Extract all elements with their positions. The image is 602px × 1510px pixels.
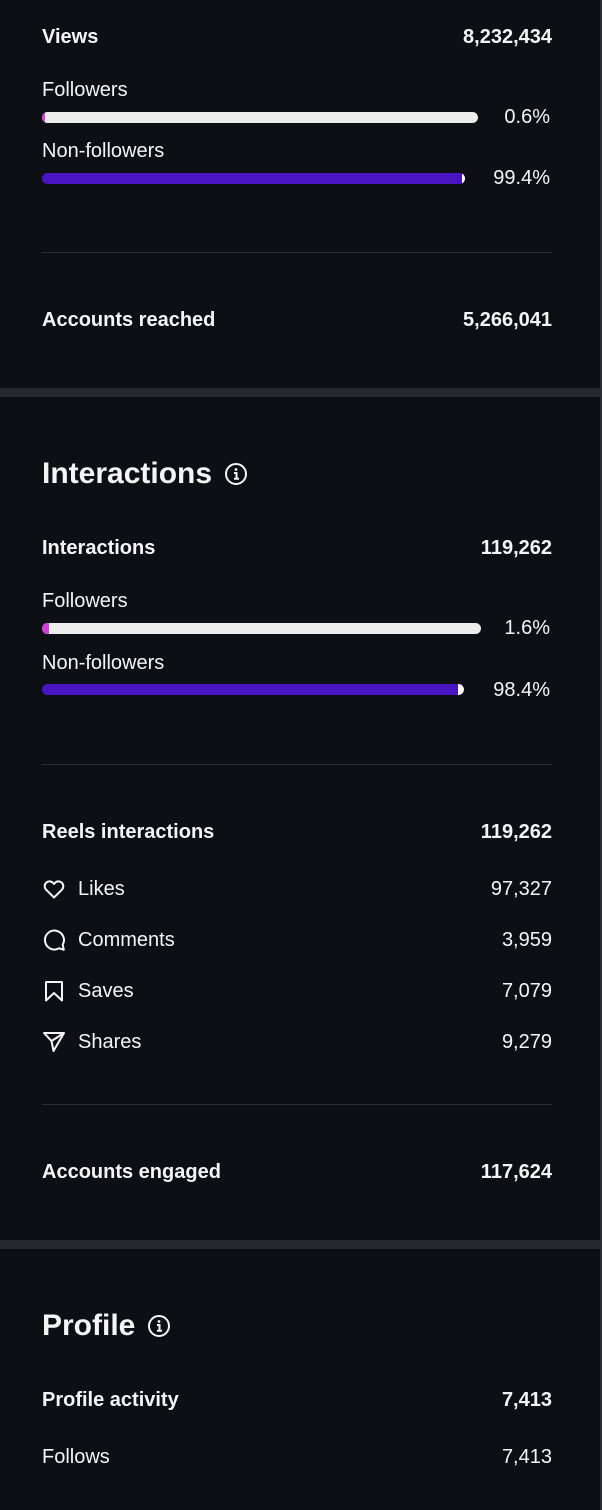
reels-divider <box>42 1104 552 1105</box>
profile-activity-row: Profile activity 7,413 <box>42 1389 552 1412</box>
shares-label: Shares <box>78 1030 142 1053</box>
reels-interactions-label: Reels interactions <box>42 821 215 843</box>
interactions-divider <box>42 764 552 765</box>
views-non-followers-label: Non-followers <box>42 140 165 162</box>
interactions-value: 119,262 <box>480 537 552 559</box>
views-followers-label: Followers <box>42 79 128 101</box>
profile-heading: Profile <box>42 1309 171 1343</box>
saves-label-group: Saves <box>42 979 134 1003</box>
interactions-non-followers-bar-tip <box>458 684 464 695</box>
section-separator <box>0 1240 600 1249</box>
views-followers-bar-fill <box>42 112 45 123</box>
info-icon[interactable] <box>224 462 248 486</box>
comments-label-group: Comments <box>42 928 175 952</box>
interactions-followers-bar <box>42 623 481 634</box>
views-value: 8,232,434 <box>463 26 552 48</box>
interactions-label: Interactions <box>42 537 156 559</box>
accounts-reached-value: 5,266,041 <box>463 309 552 331</box>
likes-row: Likes 97,327 <box>42 877 552 901</box>
comments-row: Comments 3,959 <box>42 928 552 952</box>
info-icon[interactable] <box>147 1314 171 1338</box>
saves-label: Saves <box>78 979 134 1002</box>
reels-interactions-value: 119,262 <box>480 821 552 843</box>
interactions-row: Interactions 119,262 <box>42 537 552 560</box>
interactions-heading: Interactions <box>42 457 248 491</box>
comment-icon <box>42 928 66 952</box>
likes-label-group: Likes <box>42 877 125 901</box>
likes-label: Likes <box>78 877 125 900</box>
comments-label: Comments <box>78 928 175 951</box>
profile-activity-value: 7,413 <box>501 1389 552 1411</box>
interactions-section: Interactions Interactions 119,262 Follow… <box>0 397 600 1240</box>
interactions-followers-label: Followers <box>42 590 128 612</box>
interactions-followers-bar-fill <box>42 623 49 634</box>
share-icon <box>42 1030 66 1054</box>
likes-value: 97,327 <box>490 877 552 900</box>
views-divider <box>42 252 552 253</box>
views-section: Views 8,232,434 Followers 0.6% Non-follo… <box>0 0 600 388</box>
accounts-engaged-value: 117,624 <box>480 1161 552 1183</box>
accounts-engaged-label: Accounts engaged <box>42 1161 221 1183</box>
accounts-engaged-row: Accounts engaged 117,624 <box>42 1161 552 1184</box>
right-edge-line <box>600 0 602 1510</box>
views-followers-percent: 0.6% <box>504 106 550 128</box>
follows-row: Follows 7,413 <box>42 1446 552 1469</box>
bookmark-icon <box>42 979 66 1003</box>
shares-value: 9,279 <box>501 1030 552 1053</box>
interactions-non-followers-label: Non-followers <box>42 652 165 674</box>
profile-activity-label: Profile activity <box>42 1389 179 1411</box>
follows-value: 7,413 <box>501 1446 552 1468</box>
interactions-non-followers-percent: 98.4% <box>493 679 550 701</box>
accounts-reached-label: Accounts reached <box>42 309 216 331</box>
profile-title: Profile <box>42 1309 136 1342</box>
saves-row: Saves 7,079 <box>42 979 552 1003</box>
shares-label-group: Shares <box>42 1030 141 1054</box>
views-label: Views <box>42 26 99 48</box>
views-non-followers-percent: 99.4% <box>493 167 550 189</box>
views-followers-bar <box>42 112 478 123</box>
section-separator <box>0 388 600 397</box>
accounts-reached-row: Accounts reached 5,266,041 <box>42 309 552 332</box>
views-non-followers-bar <box>42 173 465 184</box>
interactions-followers-percent: 1.6% <box>504 617 550 639</box>
shares-row: Shares 9,279 <box>42 1030 552 1054</box>
follows-label: Follows <box>42 1446 110 1468</box>
interactions-non-followers-bar <box>42 684 464 695</box>
comments-value: 3,959 <box>501 928 552 951</box>
views-row: Views 8,232,434 <box>42 26 552 49</box>
reels-interactions-row: Reels interactions 119,262 <box>42 821 552 844</box>
saves-value: 7,079 <box>501 979 552 1002</box>
views-non-followers-bar-tip <box>462 173 465 184</box>
heart-icon <box>42 877 66 901</box>
interactions-title: Interactions <box>42 457 213 490</box>
profile-section: Profile Profile activity 7,413 Follows 7… <box>0 1249 600 1510</box>
